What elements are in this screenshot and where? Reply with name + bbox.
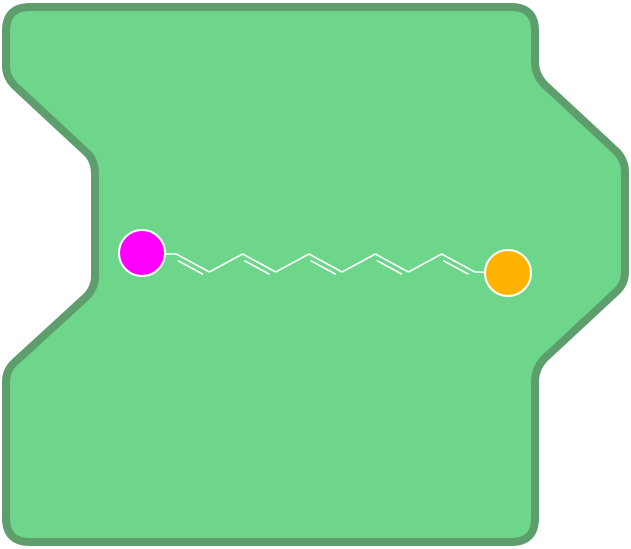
- bond-single: [408, 253, 443, 273]
- terminal-beads: [118, 229, 532, 297]
- right-terminal-bead: [484, 249, 532, 297]
- bond-double: [374, 253, 409, 273]
- bond-double-inner: [310, 259, 337, 275]
- bond-double: [308, 253, 343, 273]
- bond-double: [175, 253, 210, 273]
- bond-double-inner: [442, 259, 469, 275]
- carbon-chain: [143, 253, 509, 275]
- bond-double: [441, 253, 476, 273]
- bond-single: [208, 253, 243, 273]
- bond-double: [242, 253, 277, 273]
- bond-single: [341, 253, 376, 273]
- bond-double-inner: [376, 259, 403, 275]
- bond-double-inner: [243, 259, 270, 275]
- binding-tile-shape: [2, 3, 629, 546]
- left-terminal-bead: [118, 229, 166, 277]
- bond-single: [275, 253, 310, 273]
- bond-double-inner: [177, 259, 204, 275]
